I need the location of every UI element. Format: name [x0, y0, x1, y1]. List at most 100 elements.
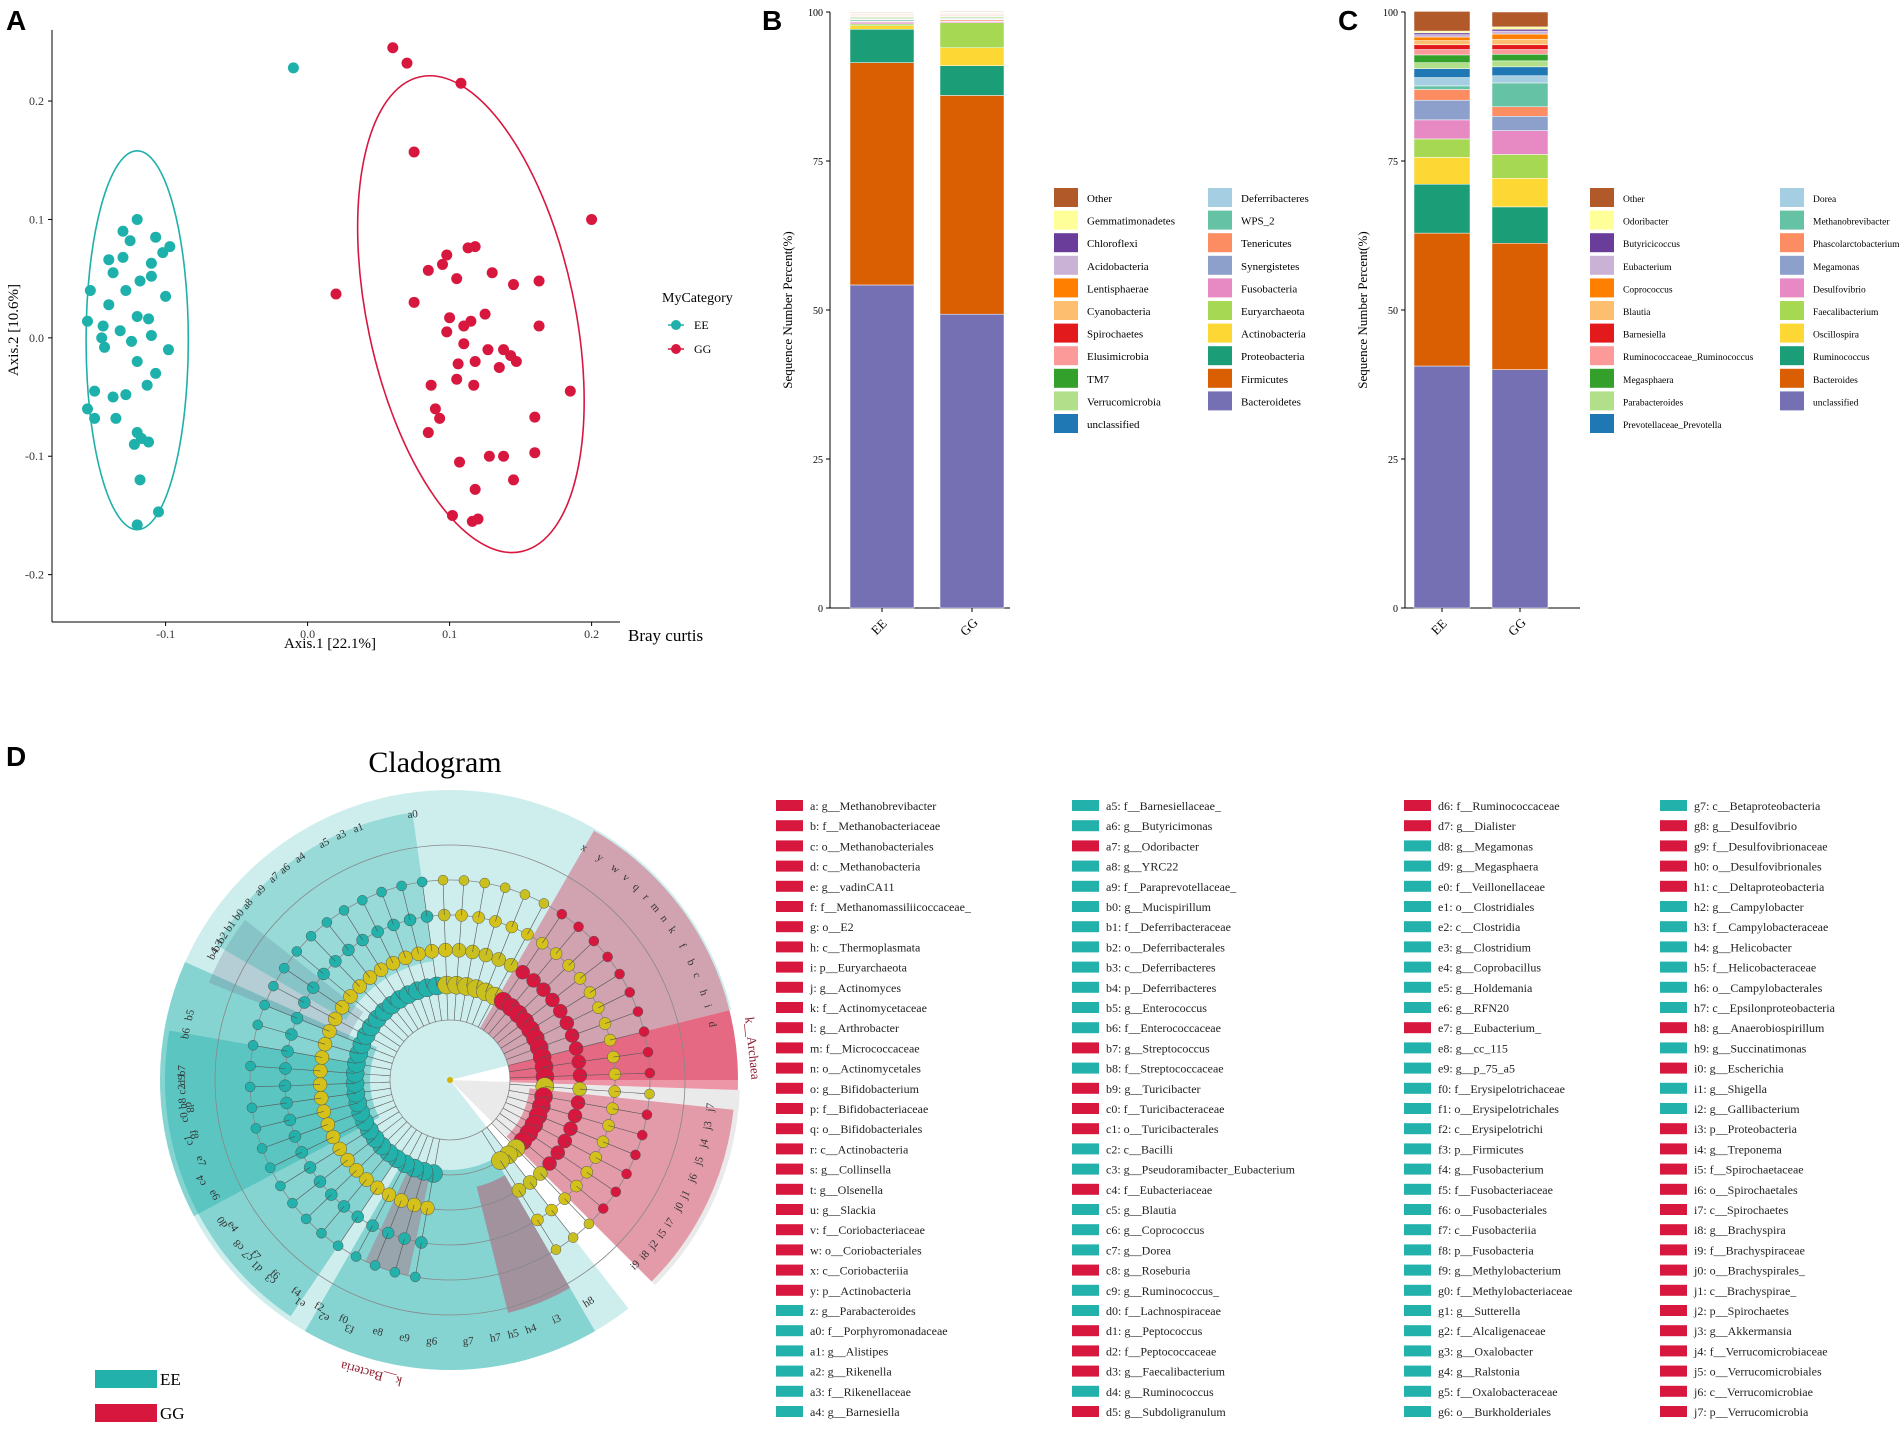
bar-segment-gg — [1491, 49, 1549, 55]
lefse-entry-label: w: o__Coriobacteriales — [810, 1243, 922, 1257]
legend-label: Dorea — [1813, 195, 1837, 205]
lefse-entry-swatch — [1660, 1284, 1687, 1296]
sample-point-gg — [454, 456, 466, 468]
lefse-entry-swatch — [776, 860, 803, 872]
sample-point-ee — [117, 251, 129, 263]
lefse-entry-swatch — [1660, 1385, 1687, 1397]
tree-branch — [555, 926, 579, 954]
lefse-entry-swatch — [776, 1183, 803, 1195]
lefse-entry-swatch — [1404, 1365, 1431, 1377]
legend-swatch — [1590, 210, 1614, 230]
y-tick-label: -0.1 — [25, 449, 44, 463]
lefse-entry-swatch — [1404, 1123, 1431, 1135]
tree-branch — [296, 951, 324, 975]
lefse-entry-label: g7: c__Betaproteobacteria — [1694, 799, 1821, 813]
lefse-entry-swatch — [1072, 1224, 1099, 1236]
tree-node — [644, 1067, 656, 1079]
legend-label: Deferribacteres — [1241, 193, 1309, 205]
tree-node — [268, 980, 279, 992]
y-tick-label: 75 — [1388, 157, 1398, 168]
x-axis-label: Axis.1 [22.1%] — [284, 636, 376, 652]
tree-branch — [250, 1085, 286, 1088]
tree-node — [505, 920, 519, 934]
legend-label: Elusimicrobia — [1087, 351, 1149, 363]
bar-segment-gg — [1491, 130, 1549, 155]
tree-branch — [495, 887, 506, 922]
legend-label: Lentisphaerae — [1087, 283, 1149, 295]
tree-node — [637, 1129, 648, 1141]
sample-point-gg — [493, 361, 505, 373]
bar-segment-gg — [1491, 44, 1549, 50]
lefse-entry-swatch — [1404, 1284, 1431, 1296]
legend-label: Chloroflexi — [1087, 238, 1138, 250]
bar-segment-ee — [1413, 30, 1471, 34]
tree-branch — [326, 922, 349, 951]
lefse-entry-label: b8: f__Streptococcaceae — [1106, 1062, 1224, 1076]
bar-segment-gg — [1491, 106, 1549, 117]
lefse-entry-label: a5: f__Barnesiellaceae_ — [1106, 799, 1222, 813]
lefse-entry-swatch — [1660, 1204, 1687, 1215]
sample-point-gg — [401, 57, 413, 69]
lefse-entry-label: f0: f__Erysipelotrichaceae — [1438, 1082, 1565, 1096]
bar-segment-ee — [1413, 85, 1471, 90]
lefse-entry-swatch — [1660, 1143, 1687, 1155]
lefse-entry-label: g1: g__Sutterella — [1438, 1304, 1521, 1318]
sample-point-gg — [429, 403, 441, 415]
tree-branch — [613, 1051, 649, 1058]
lefse-entry-swatch — [1404, 1143, 1431, 1155]
clade-label: j1 — [678, 1188, 693, 1202]
panel-letter-c: C — [1338, 5, 1358, 36]
sample-point-gg — [586, 213, 598, 225]
legend-label: Prevotellaceae_Prevotella — [1623, 421, 1722, 431]
tree-branch — [401, 885, 411, 920]
bar-segment-gg — [1491, 54, 1549, 62]
lefse-entry-swatch — [1404, 1103, 1431, 1114]
group-legend-swatch — [95, 1404, 157, 1422]
clade-highlight-bacilli — [159, 962, 380, 1217]
tree-branch — [270, 1152, 302, 1168]
tree-node — [247, 1040, 259, 1051]
lefse-entry-label: d1: g__Peptococcus — [1106, 1324, 1203, 1338]
sample-point-ee — [131, 356, 143, 368]
clade-label: d — [706, 1020, 719, 1028]
sample-point-ee — [143, 313, 155, 325]
tree-branch — [478, 882, 486, 918]
tree-root-node — [447, 1077, 453, 1083]
clade-label: d9 — [176, 1074, 188, 1086]
sample-point-ee — [150, 367, 162, 379]
lefse-entry-label: f6: o__Fusobacteriales — [1438, 1203, 1547, 1217]
lefse-entry-swatch — [1072, 820, 1099, 832]
tree-node — [275, 1180, 286, 1192]
sample-point-ee — [107, 267, 119, 279]
lefse-entry-swatch — [1660, 880, 1687, 892]
bar-segment-ee — [1413, 89, 1471, 101]
bar-segment-gg — [1491, 369, 1549, 609]
bar-segment-gg — [1491, 116, 1549, 131]
lefse-entry-swatch — [1072, 1022, 1099, 1034]
sample-point-gg — [529, 447, 541, 459]
lefse-entry-label: h6: o__Campylobacterales — [1694, 981, 1823, 995]
y-tick-label: 0 — [818, 604, 823, 615]
sample-point-ee — [145, 329, 157, 341]
lefse-entry-label: b7: g__Streptococcus — [1106, 1041, 1210, 1055]
legend-swatch — [1590, 188, 1614, 207]
sample-point-ee — [110, 412, 122, 424]
lefse-entry-label: b2: o__Deferribacterales — [1106, 940, 1225, 954]
sample-point-gg — [425, 379, 437, 391]
legend-swatch — [1054, 278, 1078, 298]
tree-branch — [537, 1219, 557, 1250]
clade-label: c1 — [182, 1134, 196, 1147]
lefse-entry-swatch — [1072, 1325, 1099, 1337]
sample-point-gg — [330, 288, 342, 300]
legend-swatch — [1054, 188, 1078, 207]
y-tick-label: 0.1 — [29, 212, 44, 226]
tree-node — [437, 874, 449, 886]
bar-segment-ee — [1413, 232, 1471, 367]
sample-point-gg — [508, 279, 519, 291]
tree-branch — [261, 1136, 296, 1149]
lefse-entry-swatch — [1072, 1123, 1099, 1135]
tree-node — [641, 1109, 653, 1120]
lefse-entry-swatch — [776, 1022, 803, 1034]
lefse-entry-swatch — [1404, 1042, 1431, 1054]
lefse-entry-label: e7: g__Eubacterium_ — [1438, 1021, 1542, 1035]
